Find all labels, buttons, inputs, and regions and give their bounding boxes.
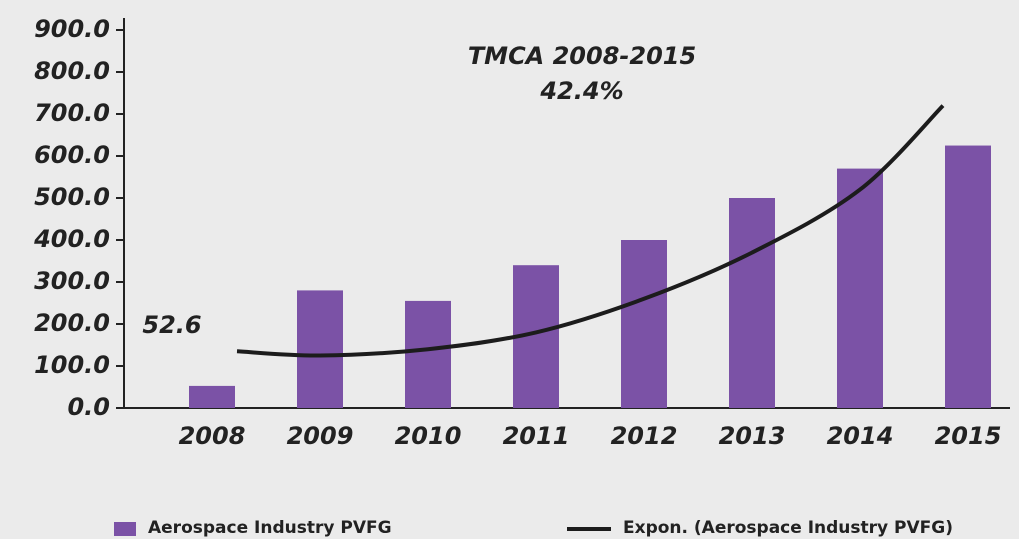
y-tick-label: 700.0 xyxy=(34,99,110,127)
data-label: 52.6 xyxy=(142,311,201,339)
bar xyxy=(297,290,343,408)
x-tick-label: 2012 xyxy=(611,422,678,450)
annotation: 42.4% xyxy=(539,77,623,105)
y-tick-label: 400.0 xyxy=(33,225,110,253)
bar xyxy=(945,145,991,409)
y-tick-label: 100.0 xyxy=(34,351,110,379)
x-tick-label: 2008 xyxy=(179,422,246,450)
x-tick-label: 2011 xyxy=(503,422,570,450)
bar xyxy=(189,385,235,408)
x-tick-label: 2010 xyxy=(395,422,462,450)
y-tick-label: 300.0 xyxy=(34,267,110,295)
legend-swatch xyxy=(114,522,136,536)
y-tick-label: 500.0 xyxy=(34,183,110,211)
y-tick-label: 200.0 xyxy=(34,309,110,337)
annotation: TMCA 2008-2015 xyxy=(468,42,696,70)
y-tick-label: 800.0 xyxy=(34,57,110,85)
x-tick-label: 2015 xyxy=(935,422,1002,450)
x-tick-label: 2014 xyxy=(827,422,894,450)
y-tick-label: 900.0 xyxy=(34,15,110,43)
legend-label: Aerospace Industry PVFG xyxy=(148,518,392,538)
y-tick-label: 600.0 xyxy=(34,141,110,169)
x-tick-label: 2013 xyxy=(719,422,786,450)
legend-label: Expon. (Aerospace Industry PVFG) xyxy=(623,518,953,538)
bar xyxy=(405,300,451,408)
y-tick-label: 0.0 xyxy=(67,393,110,421)
x-tick-label: 2009 xyxy=(287,422,354,450)
bar xyxy=(729,198,775,408)
bar xyxy=(621,240,667,408)
bar xyxy=(837,168,883,408)
trend-line xyxy=(236,104,945,358)
